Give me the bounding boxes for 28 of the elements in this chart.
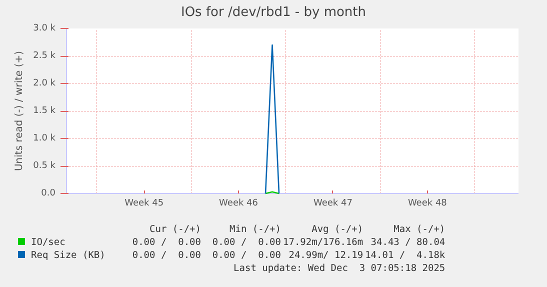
text: Min (-/+) <box>228 223 282 236</box>
text: 14.01 / 4.18k <box>364 249 446 262</box>
x-tick-label: Week 45 <box>124 198 164 208</box>
text: Avg (-/+) <box>310 223 364 236</box>
y-tick-label: 2.5 k <box>33 51 56 61</box>
text: 0.00 / 0.00 <box>131 236 202 249</box>
text: 0.00 / 0.00 <box>211 236 282 249</box>
text: 0.00 / 0.00 <box>131 249 202 262</box>
text: Max (-/+) <box>392 223 446 236</box>
y-tick-label: 2.0 k <box>33 78 56 88</box>
y-tick-label: 1.5 k <box>33 106 56 116</box>
legend-label: Req Size (KB) <box>30 249 106 262</box>
text: Cur (-/+) <box>148 223 202 236</box>
x-tick-label: Week 47 <box>313 198 352 208</box>
y-tick-label: 0.0 <box>41 188 56 198</box>
y-tick-label: 1.0 k <box>33 134 56 144</box>
y-tick-label: 3.0 k <box>33 24 56 34</box>
text: Last update: Wed Dec 3 07:05:18 2025 <box>232 262 446 275</box>
text: 17.92m/176.16m <box>282 236 364 249</box>
y-axis-title: Units read (-) / write (+) <box>14 50 26 172</box>
text: 34.43 / 80.04 <box>370 236 446 249</box>
chart-title: IOs for /dev/rbd1 - by month <box>0 4 547 23</box>
text: 0.00 / 0.00 <box>211 249 282 262</box>
text: 24.99m/ 12.19 <box>288 249 364 262</box>
legend-label: IO/sec <box>30 236 66 249</box>
y-tick-label: 0.5 k <box>33 161 56 171</box>
x-tick-label: Week 48 <box>408 198 448 208</box>
x-tick-label: Week 46 <box>219 198 258 208</box>
